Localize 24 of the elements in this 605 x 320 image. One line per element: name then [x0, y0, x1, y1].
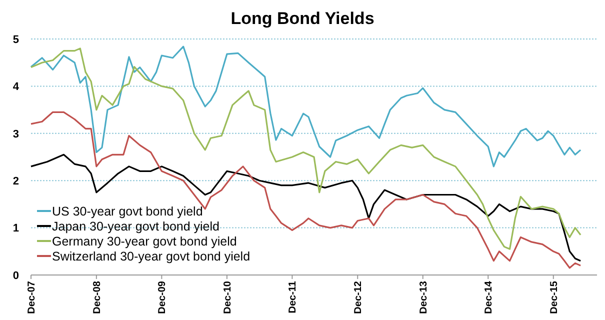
line-series — [30, 46, 582, 168]
y-tick-label: 4 — [12, 81, 20, 94]
x-tick-label: Dec-12 — [353, 280, 364, 314]
chart-title: Long Bond Yields — [230, 9, 374, 28]
y-tick-label: 5 — [12, 34, 19, 46]
x-tick-label: Dec-14 — [484, 280, 495, 314]
x-tick-label: Dec-09 — [157, 280, 168, 314]
legend-label: US 30-year govt bond yield — [52, 204, 203, 218]
y-tick-label: 2 — [12, 175, 19, 188]
legend-label: Switzerland 30-year govt bond yield — [52, 249, 250, 264]
y-tick-label: 0 — [12, 270, 19, 282]
line-series — [30, 48, 582, 250]
y-tick-label: 1 — [12, 222, 19, 235]
x-tick-label: Dec-15 — [548, 280, 560, 314]
x-tick-label: Dec-13 — [418, 280, 430, 314]
x-tick-label: Dec-07 — [26, 280, 38, 314]
x-tick-label: Dec-11 — [288, 280, 299, 314]
x-tick-label: Dec-08 — [92, 280, 103, 314]
legend-label: Japan 30-year govt bond yield — [52, 219, 220, 234]
line-series — [30, 154, 582, 262]
x-tick-label: Dec-10 — [222, 280, 234, 314]
y-tick-label: 3 — [12, 128, 19, 140]
line-series — [30, 111, 582, 269]
legend-label: Germany 30-year govt bond yield — [52, 234, 237, 248]
